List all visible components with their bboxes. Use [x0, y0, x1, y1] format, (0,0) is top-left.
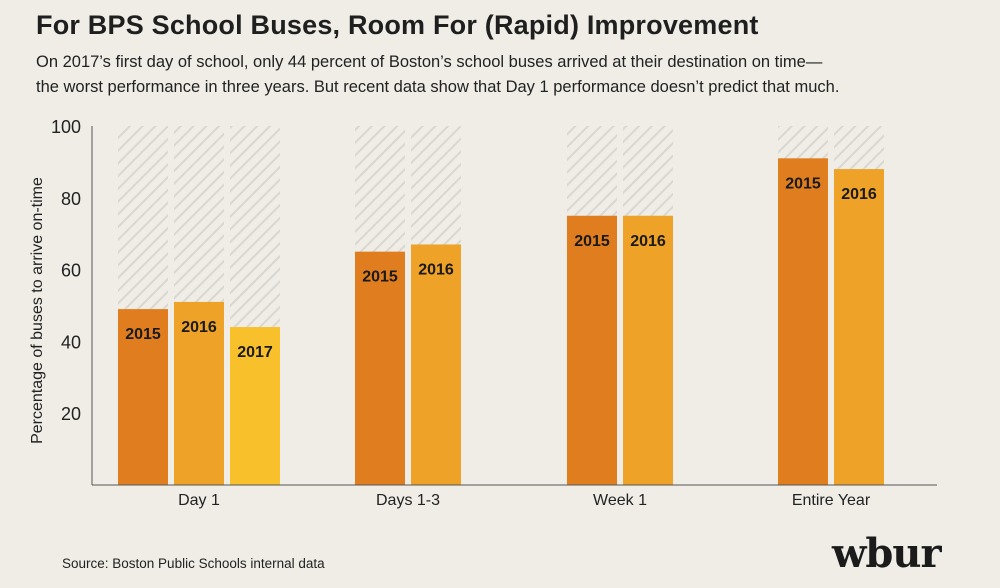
bar-group: 2015 2016 Week 1	[567, 126, 673, 509]
bar-data-label: 2016	[630, 233, 666, 250]
x-category-label: Week 1	[593, 492, 647, 509]
y-tick-label: 20	[61, 404, 81, 424]
subtitle-line-2: the worst performance in three years. Bu…	[36, 78, 840, 96]
bar-data-label: 2015	[785, 175, 821, 192]
bar-data-label: 2016	[418, 261, 454, 278]
bar-group: 2015 2016 Entire Year	[778, 126, 884, 509]
x-category-label: Days 1-3	[376, 492, 440, 509]
bar-group: 2015 2016 2017 Day 1	[118, 126, 280, 509]
bar-2015	[778, 158, 828, 485]
bar-data-label: 2015	[574, 233, 610, 250]
bar-2016	[623, 215, 673, 485]
bar-data-label: 2015	[125, 326, 161, 343]
source-note: Source: Boston Public Schools internal d…	[62, 556, 325, 571]
y-tick-label: 40	[61, 332, 81, 352]
bar-data-label: 2015	[362, 269, 398, 286]
y-tick-label: 60	[61, 261, 81, 281]
bar-group: 2015 2016 Days 1-3	[355, 126, 461, 509]
x-category-label: Entire Year	[792, 492, 871, 509]
y-tick-label: 100	[51, 117, 81, 137]
y-axis-label: Percentage of buses to arrive on-time	[29, 177, 46, 444]
bar-2016	[834, 169, 884, 485]
bar-2016	[174, 301, 224, 485]
bar-2015	[118, 309, 168, 485]
bar-data-label: 2017	[237, 344, 273, 361]
wbur-logo: wbur	[832, 530, 942, 577]
chart-subtitle: On 2017’s first day of school, only 44 p…	[36, 50, 976, 100]
bar-data-label: 2016	[841, 186, 877, 203]
subtitle-line-1: On 2017’s first day of school, only 44 p…	[36, 53, 823, 71]
bar-2017	[230, 327, 280, 485]
x-category-label: Day 1	[178, 492, 220, 509]
plot-area: Percentage of buses to arrive on-time 20 4…	[29, 117, 937, 509]
y-tick-label: 80	[61, 189, 81, 209]
bar-2016	[411, 244, 461, 485]
chart-title: For BPS School Buses, Room For (Rapid) I…	[36, 10, 759, 40]
bar-2015	[355, 251, 405, 485]
bar-2015	[567, 215, 617, 485]
bar-data-label: 2016	[181, 319, 217, 336]
